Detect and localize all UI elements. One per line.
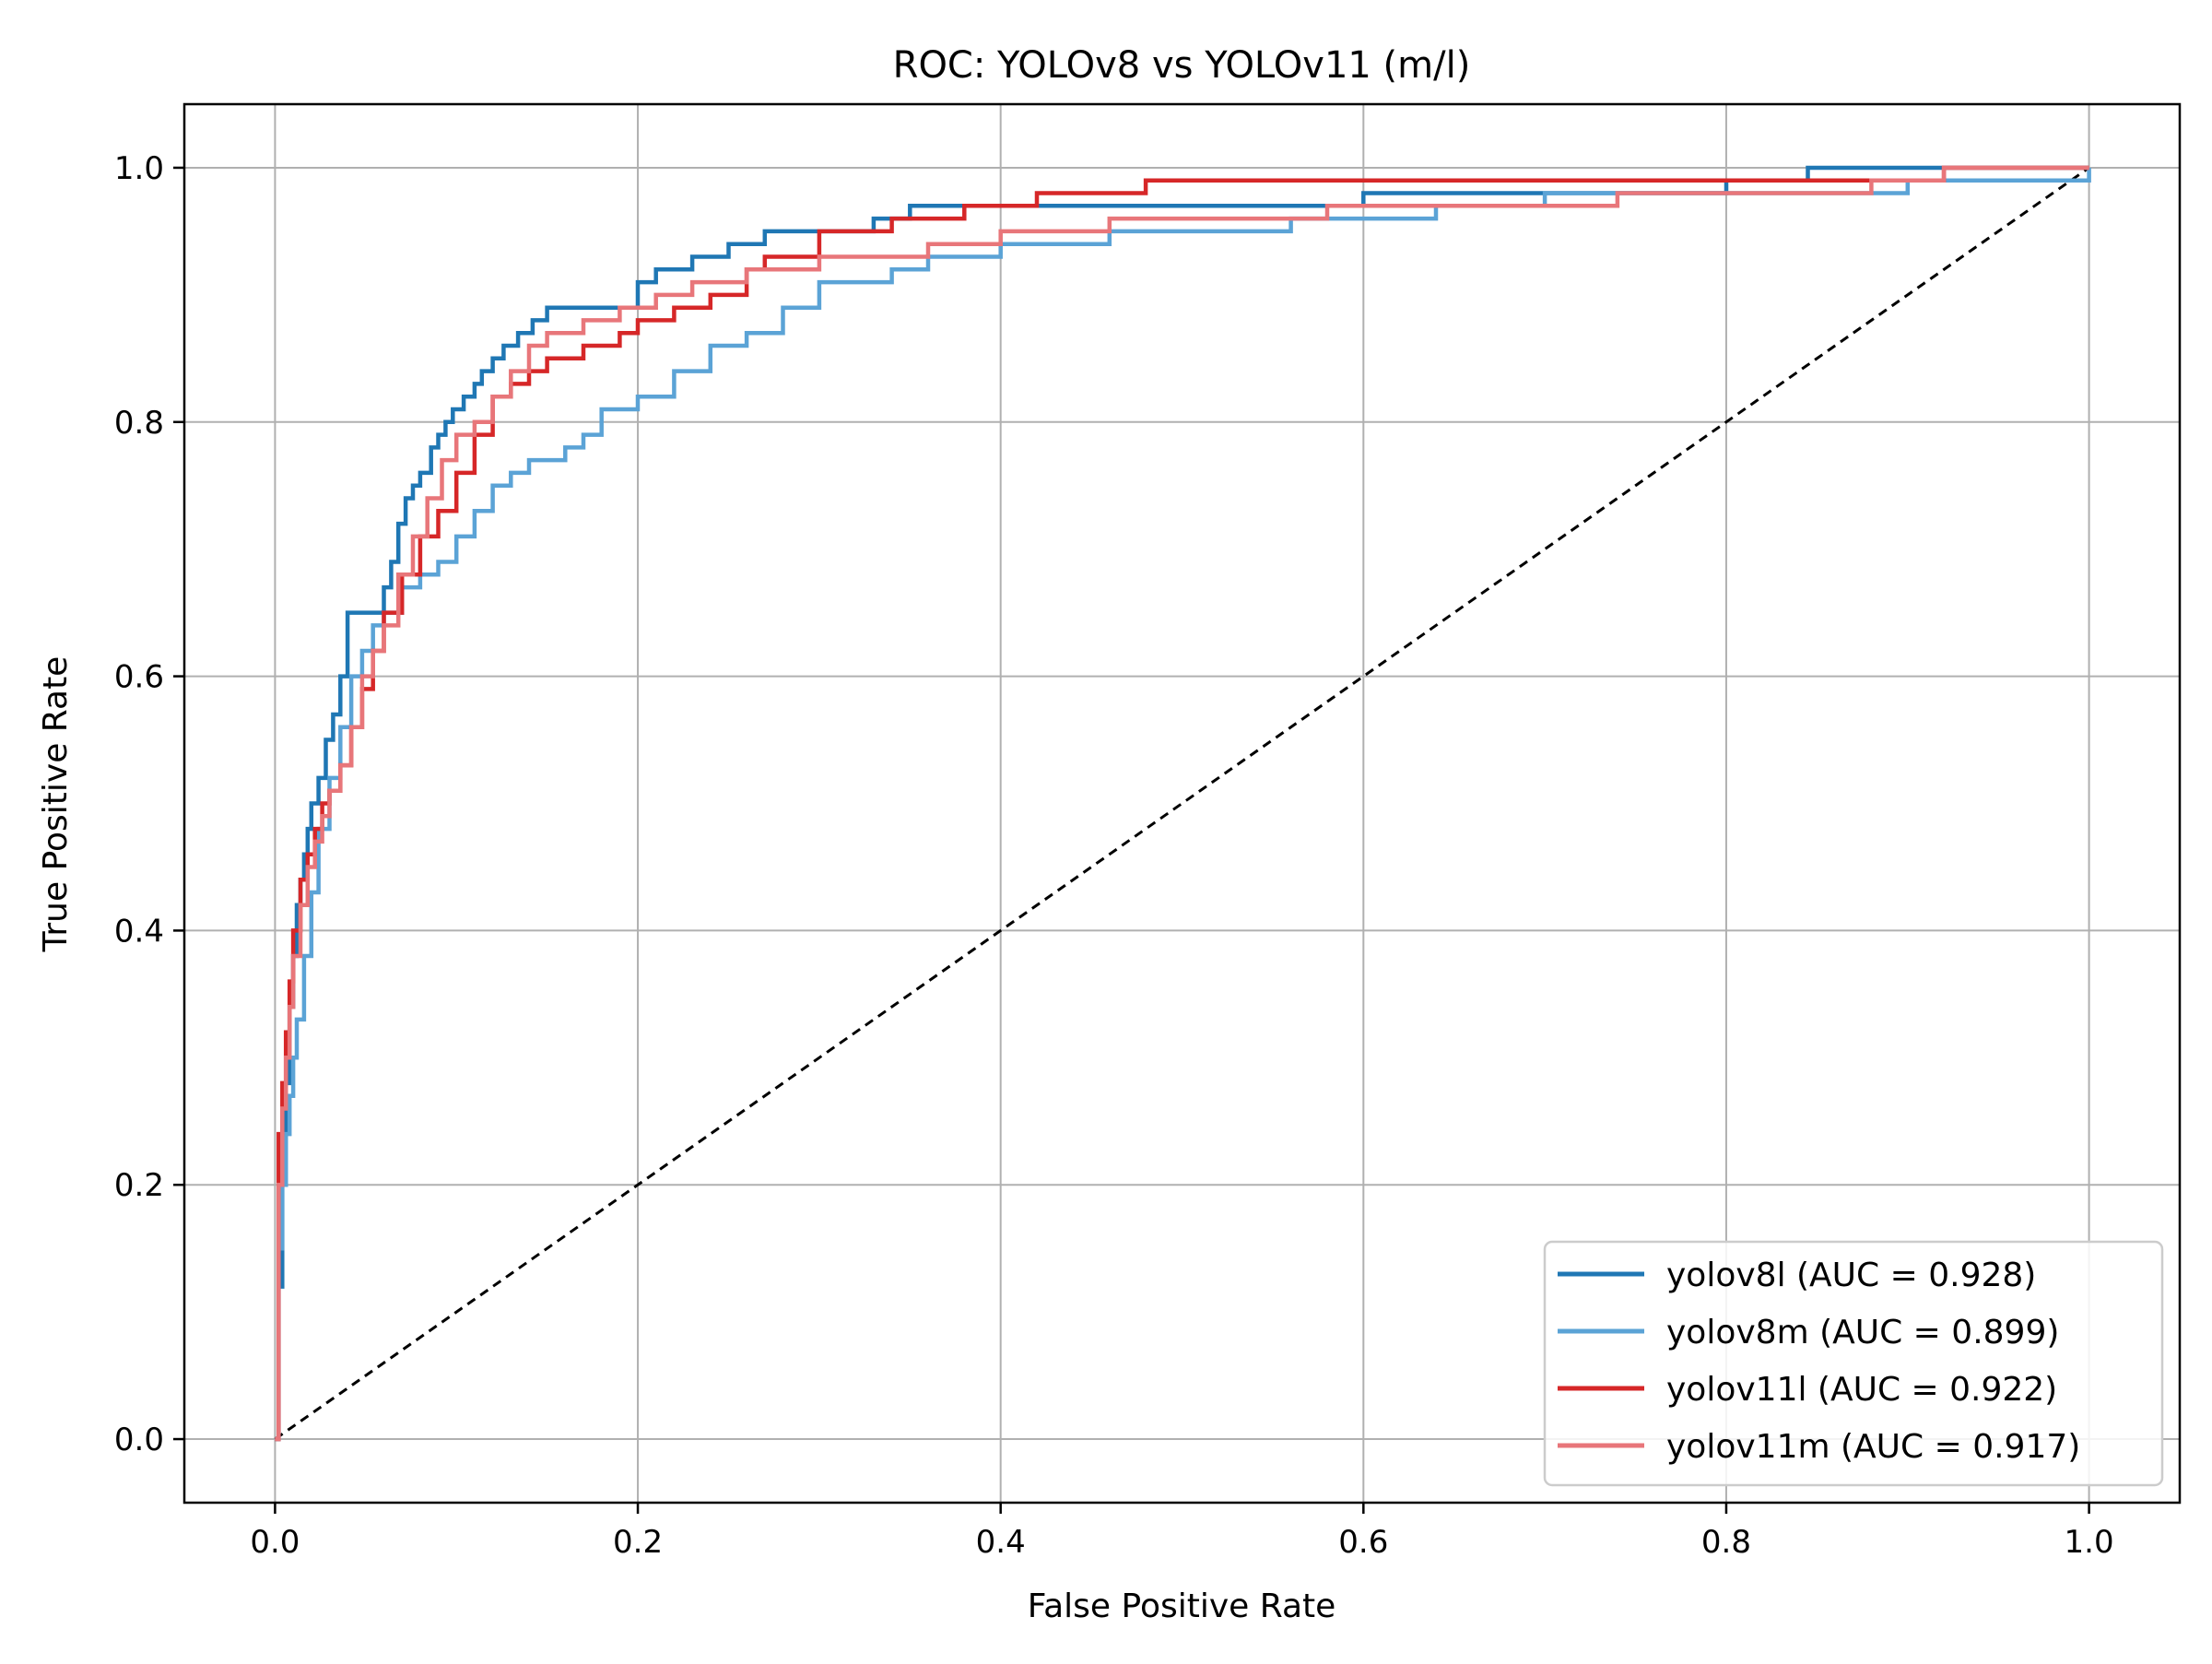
y-tick-label: 0.8 — [114, 405, 164, 442]
legend: yolov8l (AUC = 0.928) yolov8m (AUC = 0.89… — [1543, 1240, 2164, 1487]
roc-line-series-0 — [275, 165, 2089, 1442]
chance-diagonal — [274, 166, 2090, 1441]
roc-line-series-1 — [275, 168, 2091, 1442]
y-tick-label: 0.2 — [114, 1167, 164, 1204]
x-tick-label: 0.8 — [1701, 1524, 1751, 1561]
x-axis-label: False Positive Rate — [1028, 1587, 1336, 1625]
legend-label: yolov8m (AUC = 0.899) — [1666, 1314, 2059, 1351]
x-tick-label: 0.4 — [976, 1524, 1026, 1561]
legend-entries: yolov8l (AUC = 0.928) yolov8m (AUC = 0.89… — [1558, 1257, 2080, 1466]
roc-line-series-3 — [275, 165, 2089, 1442]
x-tick-label: 0.0 — [250, 1524, 300, 1561]
y-tick-label: 1.0 — [114, 150, 164, 187]
x-tick-label: 0.6 — [1338, 1524, 1388, 1561]
legend-label: yolov11l (AUC = 0.922) — [1666, 1371, 2057, 1409]
plot-frame — [182, 102, 2182, 1505]
legend-box — [1543, 1240, 2164, 1487]
legend-label: yolov8l (AUC = 0.928) — [1666, 1257, 2036, 1294]
y-tick-label: 0.6 — [114, 659, 164, 696]
x-tick-label: 0.2 — [613, 1524, 663, 1561]
y-tick-label: 0.0 — [114, 1422, 164, 1458]
legend-label: yolov11m (AUC = 0.917) — [1666, 1428, 2080, 1466]
y-tick-label: 0.4 — [114, 913, 164, 950]
y-axis-label: True Positive Rate — [37, 656, 75, 953]
chart-title: ROC: YOLOv8 vs YOLOv11 (m/l) — [893, 44, 1471, 87]
axis-ticks: 0.0 0.2 0.4 0.6 0.8 1.0 0.0 0.2 0.4 0.6 0.8 1.0 — [114, 150, 2114, 1561]
x-tick-label: 1.0 — [2065, 1524, 2114, 1561]
series-lines — [275, 165, 2091, 1442]
grid — [184, 104, 2180, 1503]
